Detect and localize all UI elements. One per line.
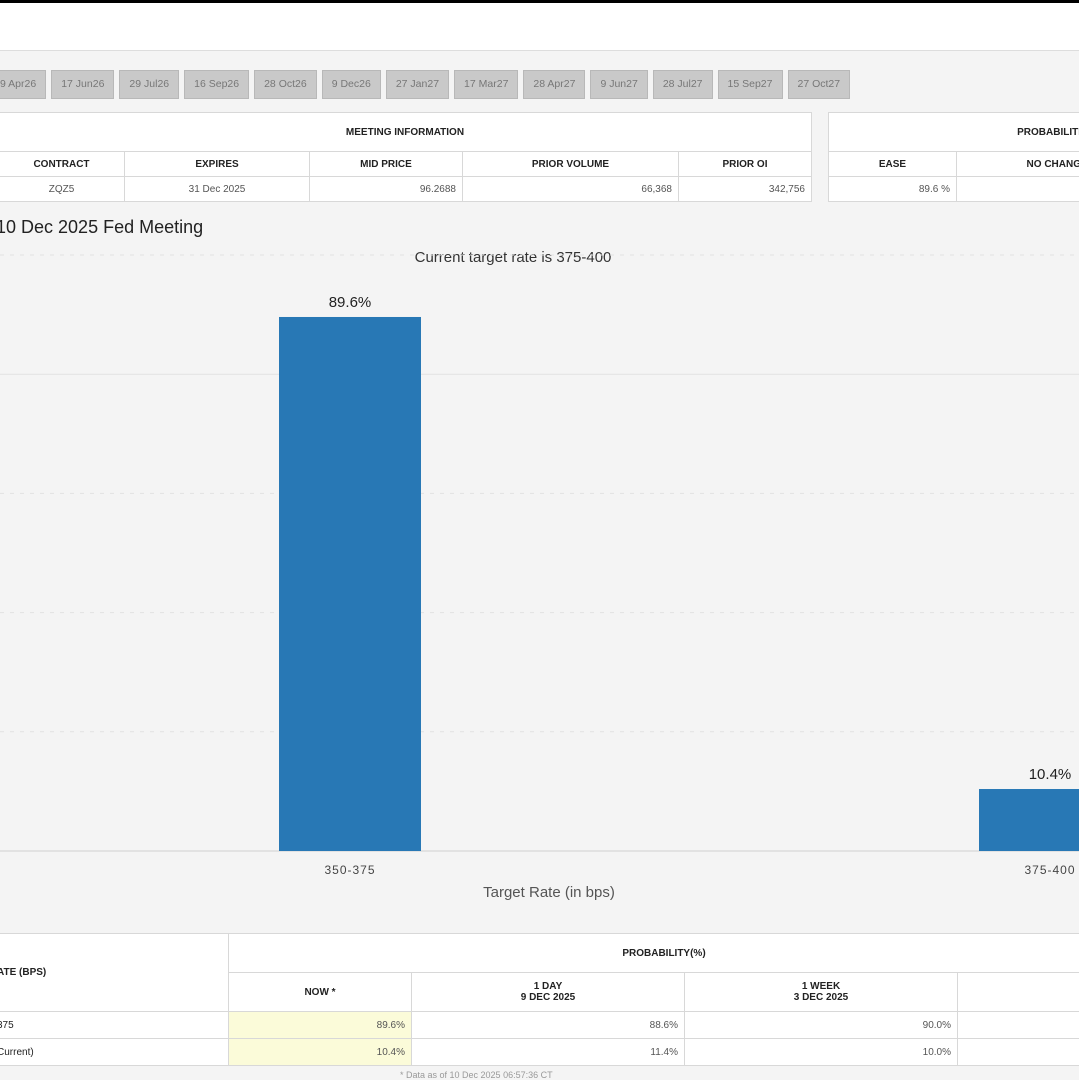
bar bbox=[279, 317, 421, 851]
one-week-cell: 10.0% bbox=[685, 1039, 958, 1066]
header-prior-oi: PRIOR OI bbox=[679, 152, 812, 177]
header-no-change: NO CHANG bbox=[957, 152, 1079, 177]
prior-oi-value: 342,756 bbox=[679, 177, 812, 202]
table-row: 375 89.6% 88.6% 90.0% bbox=[0, 1012, 1079, 1039]
col-1-week: 1 WEEK 3 DEC 2025 bbox=[685, 973, 958, 1012]
col-extra bbox=[958, 973, 1079, 1012]
data-timestamp-footnote: * Data as of 10 Dec 2025 06:57:36 CT bbox=[400, 1070, 553, 1080]
meeting-tab[interactable]: 9 Jun27 bbox=[590, 70, 647, 99]
now-cell: 10.4% bbox=[229, 1039, 412, 1066]
ease-value: 89.6 % bbox=[829, 177, 957, 202]
header-expires: EXPIRES bbox=[125, 152, 310, 177]
header-band bbox=[0, 3, 1079, 50]
target-rate-probability-chart: Current target rate is 375-400 89.6% 350-3… bbox=[0, 240, 1079, 910]
meeting-tab[interactable]: 28 Oct26 bbox=[254, 70, 317, 99]
header-ease: EASE bbox=[829, 152, 957, 177]
header-prior-volume: PRIOR VOLUME bbox=[463, 152, 679, 177]
col-1-day: 1 DAY 9 DEC 2025 bbox=[412, 973, 685, 1012]
bar-data-label: 10.4% bbox=[1029, 766, 1072, 783]
meeting-tab[interactable]: 27 Oct27 bbox=[788, 70, 851, 99]
header-divider bbox=[0, 50, 1079, 51]
table-row: Current) 10.4% 11.4% 10.0% bbox=[0, 1039, 1079, 1066]
extra-cell bbox=[958, 1039, 1079, 1066]
chart-heading: 10 Dec 2025 Fed Meeting bbox=[0, 217, 203, 238]
probabilities-summary-table: PROBABILITI EASE NO CHANG 89.6 % bbox=[828, 112, 1079, 202]
one-week-cell: 90.0% bbox=[685, 1012, 958, 1039]
contract-value: ZQZ5 bbox=[0, 177, 125, 202]
extra-cell bbox=[958, 1012, 1079, 1039]
meeting-tab[interactable]: 17 Mar27 bbox=[454, 70, 518, 99]
header-mid-price: MID PRICE bbox=[310, 152, 463, 177]
rate-cell: 375 bbox=[0, 1012, 229, 1039]
meeting-date-tabs: 9 Apr26 17 Jun26 29 Jul26 16 Sep26 28 Oc… bbox=[0, 70, 850, 99]
bar-data-label: 89.6% bbox=[329, 294, 372, 311]
one-day-cell: 11.4% bbox=[412, 1039, 685, 1066]
target-rate-header: ATE (BPS) bbox=[0, 934, 229, 1012]
no-change-value bbox=[957, 177, 1079, 202]
mid-price-value: 96.2688 bbox=[310, 177, 463, 202]
x-axis-label: Target Rate (in bps) bbox=[483, 884, 615, 901]
col-now: NOW * bbox=[229, 973, 412, 1012]
col-1-day-label: 1 DAY bbox=[418, 981, 678, 992]
expires-value: 31 Dec 2025 bbox=[125, 177, 310, 202]
probabilities-title: PROBABILITI bbox=[829, 113, 1079, 152]
meeting-tab[interactable]: 15 Sep27 bbox=[718, 70, 783, 99]
meeting-tab[interactable]: 29 Jul26 bbox=[119, 70, 179, 99]
prior-volume-value: 66,368 bbox=[463, 177, 679, 202]
probability-history-table: ATE (BPS) PROBABILITY(%) NOW * 1 DAY 9 D… bbox=[0, 933, 1079, 1066]
x-tick-label: 375-400 bbox=[1024, 863, 1075, 877]
meeting-tab[interactable]: 17 Jun26 bbox=[51, 70, 114, 99]
col-1-week-date: 3 DEC 2025 bbox=[691, 992, 951, 1003]
meeting-tab[interactable]: 9 Dec26 bbox=[322, 70, 381, 99]
col-1-week-label: 1 WEEK bbox=[691, 981, 951, 992]
meeting-information-title: MEETING INFORMATION bbox=[0, 113, 812, 152]
meeting-information-table: MEETING INFORMATION CONTRACT EXPIRES MID… bbox=[0, 112, 812, 202]
x-tick-label: 350-375 bbox=[324, 863, 375, 877]
meeting-tab[interactable]: 27 Jan27 bbox=[386, 70, 449, 99]
meeting-tab[interactable]: 28 Jul27 bbox=[653, 70, 713, 99]
now-cell: 89.6% bbox=[229, 1012, 412, 1039]
col-1-day-date: 9 DEC 2025 bbox=[418, 992, 678, 1003]
meeting-tab[interactable]: 16 Sep26 bbox=[184, 70, 249, 99]
header-contract: CONTRACT bbox=[0, 152, 125, 177]
rate-cell: Current) bbox=[0, 1039, 229, 1066]
col-now-label: NOW * bbox=[304, 987, 335, 998]
one-day-cell: 88.6% bbox=[412, 1012, 685, 1039]
probability-header: PROBABILITY(%) bbox=[229, 934, 1079, 973]
chart-title: Current target rate is 375-400 bbox=[415, 249, 612, 266]
bar bbox=[979, 789, 1079, 851]
meeting-tab[interactable]: 9 Apr26 bbox=[0, 70, 46, 99]
meeting-tab[interactable]: 28 Apr27 bbox=[523, 70, 585, 99]
